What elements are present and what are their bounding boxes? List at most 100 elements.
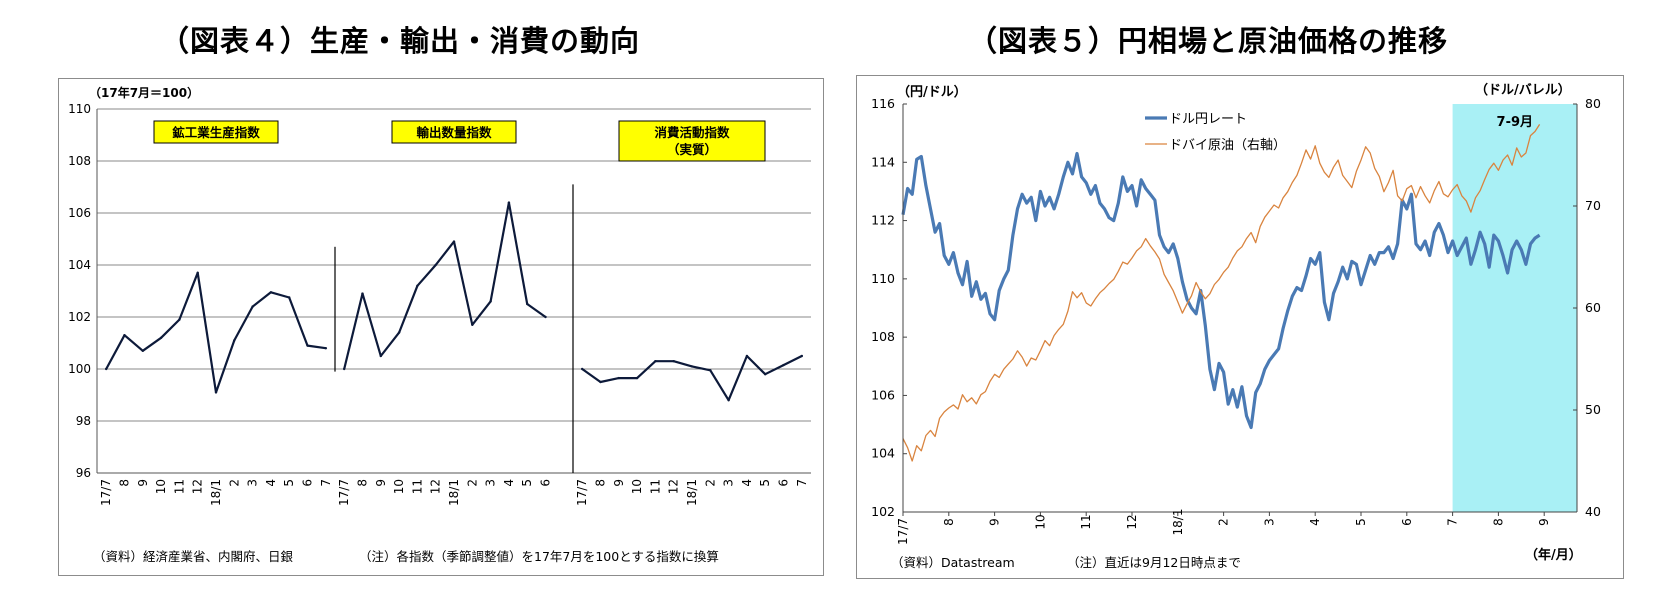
figure4-data-point (782, 363, 785, 367)
figure4-unit-label: （17年7月＝100） (89, 85, 199, 100)
figure4-data-point (507, 201, 511, 204)
figure4-data-point (745, 354, 749, 358)
figure5-legend-entry: ドル円レート (1169, 112, 1247, 127)
figure5-x-tick-label: 17/7 (896, 518, 910, 545)
figure4-x-tick-label: 3 (722, 479, 736, 487)
figure4-panel-label: 消費活動指数 (654, 125, 730, 140)
figure4-y-tick-label: 110 (68, 102, 91, 116)
figure4-chart-frame: 鉱工業生産指数 輸出数量指数 消費活動指数 （実質） 96 98 100 102 104 106… (58, 78, 824, 576)
figure4-data-point (306, 344, 309, 347)
figure4-footnote: （注）各指数（季節調整値）を17年7月を100とする指数に換算 (359, 549, 719, 564)
figure4-data-point (580, 367, 584, 371)
figure4-y-tick-label: 102 (68, 310, 91, 324)
figure4-x-tick-label: 2 (465, 479, 479, 487)
figure4-x-tick-label: 11 (410, 479, 424, 494)
figure4-data-point (452, 240, 456, 243)
figure4-y-tick-label: 108 (68, 154, 91, 168)
figure4-x-tick-label: 4 (264, 479, 278, 487)
figure4-series-line (105, 271, 326, 394)
figure4-x-tick-label: 9 (136, 479, 150, 487)
figure4-panel-label-box (153, 120, 279, 144)
figure4-x-tick-label: 10 (630, 479, 644, 494)
figure5-left-tick-label: 112 (871, 213, 895, 228)
figure4-data-point (233, 339, 236, 342)
figure4-data-point (800, 354, 804, 358)
figure4-x-tick-label: 3 (246, 479, 260, 487)
figure5-footnote: （注）直近は9月12日時点まで (1067, 555, 1241, 570)
figure4-x-tick-label: 3 (484, 479, 498, 487)
figure4-x-tick-label: 10 (392, 479, 406, 494)
figure4-title: （図表４）生産・輸出・消費の動向 (160, 24, 641, 58)
figure4-data-point (416, 284, 419, 287)
figure5-right-tick-label: 60 (1585, 300, 1601, 315)
figure4-data-point (672, 360, 675, 363)
figure5-left-unit: （円/ドル） (897, 84, 967, 100)
figure4-x-tick-label: 18/1 (685, 479, 699, 506)
figure5-x-tick-label: 3 (1262, 518, 1276, 526)
figure4-data-point (214, 391, 218, 394)
figure4-data-point (617, 376, 620, 380)
figure4-x-tick-label: 17/7 (99, 479, 113, 506)
figure5-x-tick-label: 5 (1354, 518, 1368, 526)
figure5-highlight-band (1452, 104, 1577, 512)
figure4-x-tick-label: 5 (282, 479, 296, 487)
figure5-left-tick-label: 102 (871, 504, 895, 519)
figure4-x-tick-label: 6 (301, 479, 315, 487)
figure4-x-tick-label: 11 (172, 479, 186, 494)
figure4-data-point (379, 354, 382, 358)
figure5-chart: 7-9月 10210410610811011211411640506070801… (871, 82, 1601, 570)
figure5-highlight-label: 7-9月 (1497, 115, 1534, 130)
figure4-x-tick-label: 12 (429, 479, 443, 494)
figure4-panel-label: 鉱工業生産指数 (172, 125, 260, 140)
figure5-x-tick-label: 4 (1308, 518, 1322, 526)
figure4-x-tick-label: 2 (703, 479, 717, 487)
figure4-data-point (764, 373, 767, 376)
figure4-data-point (104, 367, 108, 371)
figure4-y-tick-label: 98 (76, 414, 91, 428)
figure4-x-tick-label: 10 (154, 479, 168, 494)
figure5-x-unit: （年/月） (1525, 547, 1582, 563)
figure4-data-point (342, 367, 346, 371)
figure5-x-tick-label: 9 (988, 518, 1002, 526)
figure5-x-tick-label: 12 (1125, 514, 1139, 529)
figure5-right-tick-label: 70 (1585, 198, 1601, 213)
figure4-x-tick-label: 18/1 (209, 479, 223, 506)
figure4-data-point (251, 305, 254, 308)
figure4-data-point (599, 380, 602, 384)
figure4-y-tick-label: 96 (76, 466, 91, 480)
figure5-x-tick-label: 9 (1537, 518, 1551, 526)
figure5-right-unit: （ドル/バレル） (1475, 82, 1571, 98)
figure4-x-tick-label: 18/1 (447, 479, 461, 506)
figure5-x-tick-label: 11 (1079, 514, 1093, 529)
figure4-data-point (178, 318, 181, 321)
figure5-left-tick-label: 106 (871, 387, 895, 402)
figure4-x-tick-label: 4 (502, 479, 516, 487)
figure4-chart: 鉱工業生産指数 輸出数量指数 消費活動指数（実質） 9698100102104106… (68, 85, 811, 564)
figure4-data-point (709, 369, 712, 372)
figure4-data-point (123, 334, 126, 337)
figure4-x-tick-label: 7 (319, 479, 333, 487)
figure4-x-tick-label: 5 (520, 479, 534, 487)
figure5-left-tick-label: 110 (871, 271, 895, 286)
figure4-data-point (489, 300, 492, 303)
figure4-data-point (141, 349, 144, 352)
figure5-title: （図表５）円相場と原油価格の推移 (968, 24, 1449, 58)
figure4-x-tick-label: 6 (539, 479, 553, 487)
figure4-x-tick-label: 8 (593, 479, 607, 487)
figure4-data-point (434, 263, 437, 267)
figure4-data-point (361, 292, 364, 295)
usdjpy-series-line (901, 151, 1541, 430)
figure5-source-note: （資料）Datastream (891, 555, 1015, 570)
figure4-series-line (581, 354, 803, 402)
figure4-data-point (654, 360, 657, 363)
figure4-x-tick-label: 17/7 (337, 479, 351, 506)
figure5-right-tick-label: 80 (1585, 96, 1601, 111)
figure5-x-tick-label: 8 (1491, 518, 1505, 526)
figure4-data-point (288, 296, 291, 299)
figure5-left-tick-label: 116 (871, 96, 895, 111)
figure4-x-tick-label: 17/7 (575, 479, 589, 506)
figure4-data-point (397, 331, 401, 334)
figure4-data-point (727, 399, 730, 402)
figure4-data-point (544, 315, 547, 319)
figure5-x-tick-label: 8 (942, 518, 956, 526)
